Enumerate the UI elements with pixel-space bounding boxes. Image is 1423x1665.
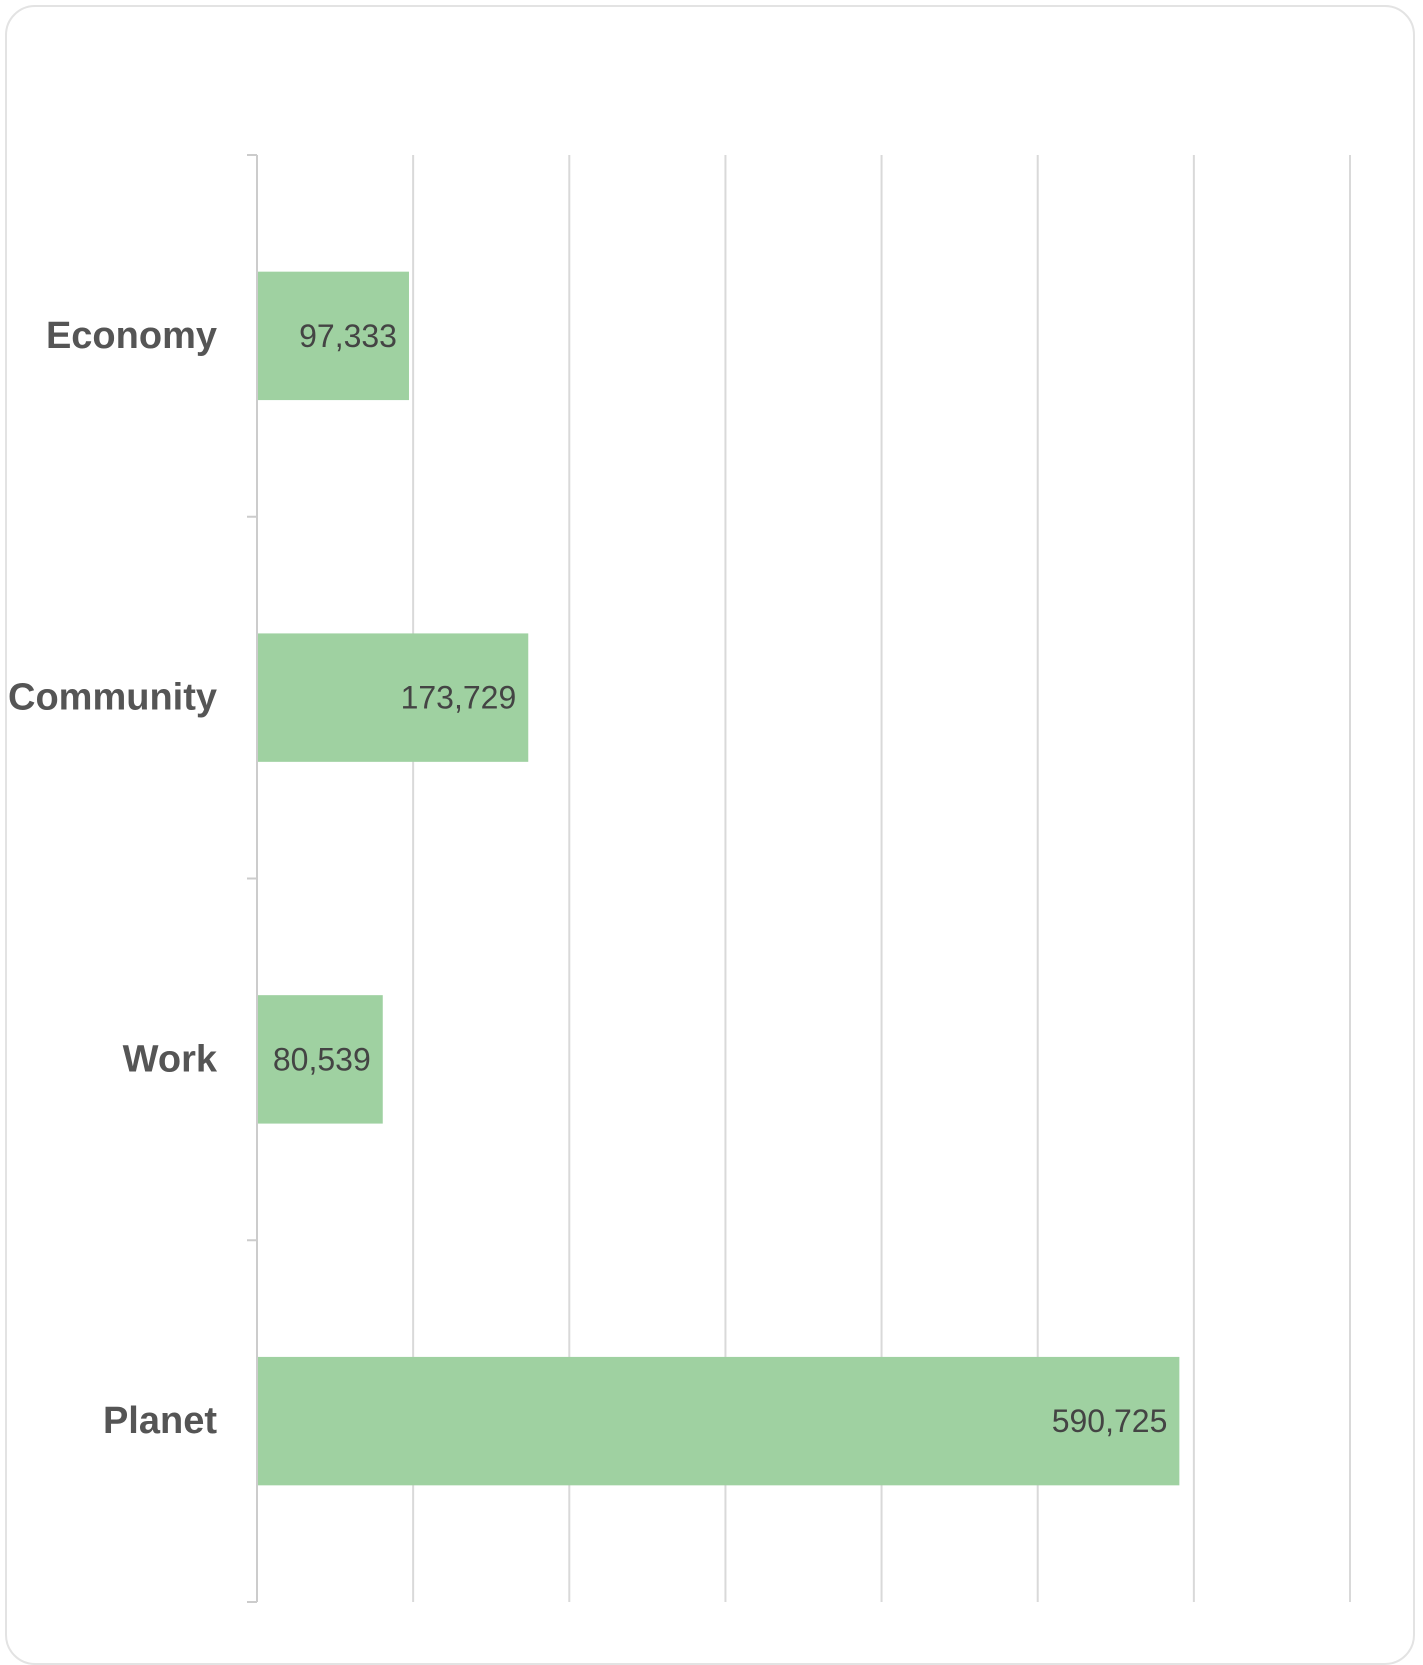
bar-community <box>258 633 529 762</box>
value-label-work: 80,539 <box>273 1041 371 1077</box>
value-label-community: 173,729 <box>401 680 517 716</box>
value-label-economy: 97,333 <box>299 318 397 354</box>
bar-work <box>258 995 383 1124</box>
category-label-work: Work <box>123 1038 218 1080</box>
category-axis <box>247 154 258 1603</box>
value-label-planet: 590,725 <box>1052 1403 1168 1439</box>
category-label-planet: Planet <box>103 1400 217 1442</box>
bar-economy <box>258 271 409 401</box>
bars <box>258 271 1180 1486</box>
category-label-economy: Economy <box>46 315 217 357</box>
bar-planet <box>258 1356 1180 1486</box>
category-label-community: Community <box>8 677 217 719</box>
labels: Economy 97,333 Community 173,729 Work 80,539 P… <box>8 315 1167 1442</box>
